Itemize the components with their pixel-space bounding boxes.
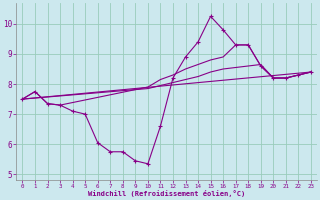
X-axis label: Windchill (Refroidissement éolien,°C): Windchill (Refroidissement éolien,°C)	[88, 190, 245, 197]
